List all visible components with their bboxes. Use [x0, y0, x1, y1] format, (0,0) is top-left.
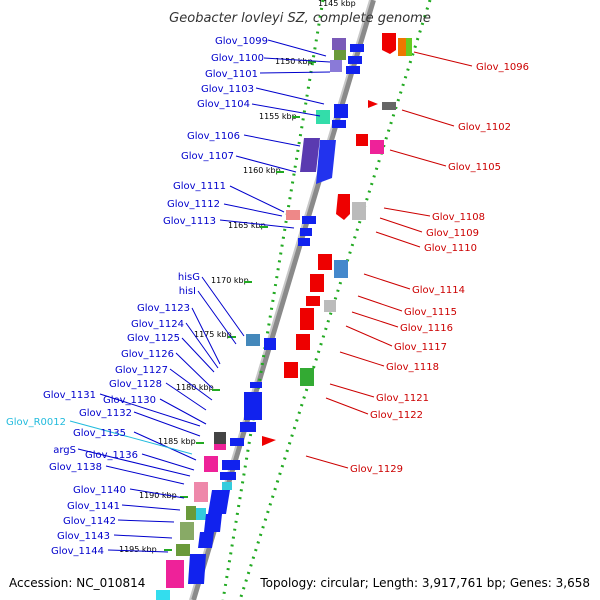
- tick-label: 1195 kbp: [119, 545, 157, 554]
- left-leader-lines: [77, 39, 331, 553]
- gene-label[interactable]: Glov_1125: [127, 333, 180, 344]
- gene-label[interactable]: hisI: [179, 286, 196, 297]
- gene-label[interactable]: Glov_1126: [121, 349, 174, 360]
- tick-label: 1150 kbp: [275, 57, 313, 66]
- tick-marks: [164, 61, 316, 551]
- gene-label[interactable]: Glov_1101: [205, 69, 258, 80]
- gene-label[interactable]: Glov_1117: [394, 342, 447, 353]
- gene-label[interactable]: Glov_1144: [51, 546, 104, 557]
- gene-features: [156, 33, 412, 600]
- gene-label[interactable]: Glov_1129: [350, 464, 403, 475]
- gene-label[interactable]: Glov_1108: [432, 212, 485, 223]
- gene-label[interactable]: Glov_1136: [85, 450, 138, 461]
- page-title: Geobacter lovleyi SZ, complete genome: [169, 11, 431, 26]
- gene-label[interactable]: Glov_1110: [424, 243, 477, 254]
- gene-label[interactable]: Glov_1105: [448, 162, 501, 173]
- gene-label[interactable]: Glov_1122: [370, 410, 423, 421]
- gene-label[interactable]: Glov_1132: [79, 408, 132, 419]
- tick-label: 1175 kbp: [194, 330, 232, 339]
- tick-label: 1170 kbp: [211, 276, 249, 285]
- gene-label[interactable]: argS: [53, 445, 76, 456]
- gene-label[interactable]: Glov_1104: [197, 99, 250, 110]
- gene-label[interactable]: Glov_1100: [211, 53, 264, 64]
- tick-label: 1185 kbp: [158, 437, 196, 446]
- right-leader-lines: [305, 51, 473, 469]
- gene-label[interactable]: Glov_1103: [201, 84, 254, 95]
- gene-label[interactable]: Glov_1123: [137, 303, 190, 314]
- gene-label[interactable]: Glov_1114: [412, 285, 465, 296]
- gene-label[interactable]: Glov_1107: [181, 151, 234, 162]
- outer-left-track: [221, 0, 325, 600]
- outer-right-track: [238, 0, 432, 600]
- gene-label[interactable]: Glov_1140: [73, 485, 126, 496]
- gene-label[interactable]: Glov_1099: [215, 36, 268, 47]
- gene-label[interactable]: Glov_1115: [404, 307, 457, 318]
- gene-label[interactable]: Glov_1131: [43, 390, 96, 401]
- gene-label[interactable]: hisG: [178, 272, 200, 283]
- genome-info-text: Topology: circular; Length: 3,917,761 bp…: [260, 576, 590, 590]
- gene-label[interactable]: Glov_1130: [103, 395, 156, 406]
- gene-label[interactable]: Glov_1111: [173, 181, 226, 192]
- tick-label: 1190 kbp: [139, 491, 177, 500]
- gene-label[interactable]: Glov_1142: [63, 516, 116, 527]
- gene-label[interactable]: Glov_R0012: [6, 417, 66, 428]
- gene-label[interactable]: Glov_1106: [187, 131, 240, 142]
- r0012-leader-line: [69, 420, 193, 455]
- gene-label[interactable]: Glov_1124: [131, 319, 184, 330]
- gene-label[interactable]: Glov_1096: [476, 62, 529, 73]
- gene-label[interactable]: Glov_1135: [73, 428, 126, 439]
- gene-label[interactable]: Glov_1143: [57, 531, 110, 542]
- top-cut-label: 1145 kbp: [318, 0, 356, 8]
- tick-label: 1155 kbp: [259, 112, 297, 121]
- gene-label[interactable]: Glov_1113: [163, 216, 216, 227]
- gene-label[interactable]: Glov_1116: [400, 323, 453, 334]
- tick-label: 1160 kbp: [243, 166, 281, 175]
- gene-label[interactable]: Glov_1109: [426, 228, 479, 239]
- gene-label[interactable]: Glov_1128: [109, 379, 162, 390]
- accession-text: Accession: NC_010814: [9, 576, 146, 590]
- gene-label[interactable]: Glov_1138: [49, 462, 102, 473]
- gene-label[interactable]: Glov_1121: [376, 393, 429, 404]
- tick-label: 1165 kbp: [228, 221, 266, 230]
- gene-label[interactable]: Glov_1102: [458, 122, 511, 133]
- gene-label[interactable]: Glov_1127: [115, 365, 168, 376]
- gene-label[interactable]: Glov_1118: [386, 362, 439, 373]
- gene-label[interactable]: Glov_1141: [67, 501, 120, 512]
- gene-label[interactable]: Glov_1112: [167, 199, 220, 210]
